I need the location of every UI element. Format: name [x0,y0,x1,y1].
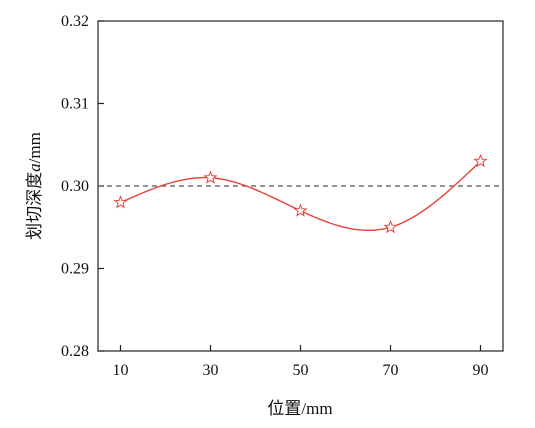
y-axis-title: 划切深度a/mm [25,132,44,240]
y-axis-title-pre: 划切深度 [25,172,44,240]
data-point [203,170,218,184]
data-point [293,203,308,217]
x-tick-label: 70 [383,362,399,379]
x-tick-label: 90 [473,362,489,379]
y-tick-label: 0.29 [61,261,89,278]
y-axis-title-var: a [25,163,44,172]
x-tick-label: 10 [113,362,129,379]
data-point [473,153,488,168]
y-tick-label: 0.31 [61,96,89,113]
y-tick-label: 0.30 [61,178,89,195]
markers [113,153,488,234]
x-axis-title: 位置/mm [267,399,332,418]
series-line [120,160,481,232]
x-tick-label: 30 [203,362,219,379]
y-tick-label: 0.28 [61,343,89,360]
data-point [383,219,398,234]
y-tick-label: 0.32 [61,13,89,30]
y-axis-title-post: /mm [25,132,44,163]
data-point [113,195,128,209]
x-tick-label: 50 [293,362,309,379]
tick-labels: 10 30 50 70 90 0.28 0.29 0.30 0.31 0.32 [61,13,489,379]
